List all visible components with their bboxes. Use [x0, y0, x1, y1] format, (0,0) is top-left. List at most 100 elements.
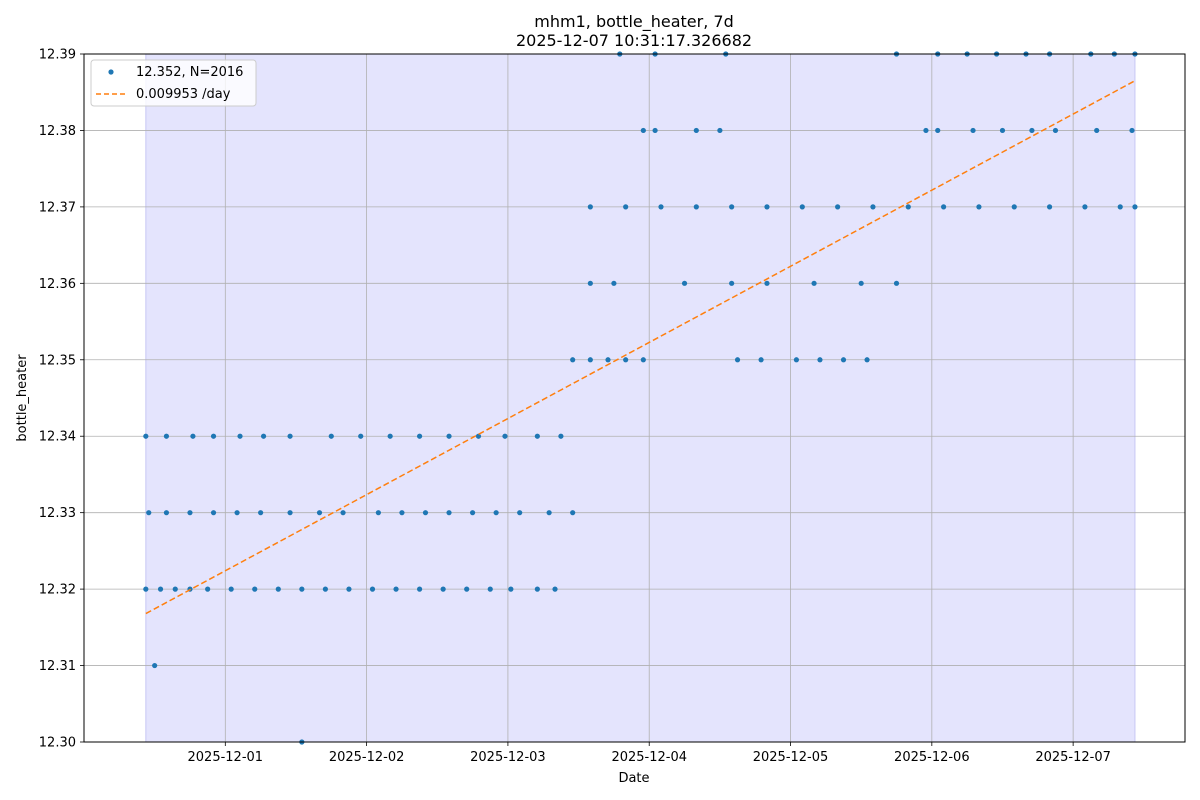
data-point [328, 433, 334, 439]
data-point [1132, 204, 1138, 210]
data-point [322, 586, 328, 592]
data-point [316, 510, 323, 516]
data-point [252, 586, 258, 592]
chart-subtitle: 2025-12-07 10:31:17.326682 [516, 31, 752, 50]
data-point [287, 510, 293, 516]
data-point [734, 357, 741, 363]
data-point [534, 586, 540, 592]
data-point [487, 586, 493, 592]
data-point [172, 586, 178, 592]
data-point [693, 127, 699, 134]
y-tick-label: 12.39 [39, 48, 76, 63]
legend: 12.352, N=2016 0.009953 /day [90, 59, 257, 107]
data-point [1029, 127, 1035, 134]
data-point [681, 280, 688, 286]
data-point [440, 586, 446, 592]
data-point [190, 433, 196, 439]
data-point [1011, 204, 1017, 210]
data-point [552, 586, 558, 592]
data-point [416, 586, 423, 592]
x-tick-label: 2025-12-06 [894, 750, 970, 765]
data-point [793, 357, 800, 363]
plot-area: 2025-12-01 2025-12-02 2025-12-03 2025-12-04… [39, 48, 1186, 765]
data-point [999, 127, 1006, 134]
data-point [446, 510, 452, 516]
data-point [811, 280, 817, 286]
data-point [764, 204, 770, 210]
data-point [346, 586, 352, 592]
data-point [640, 357, 646, 363]
data-point [864, 357, 870, 363]
data-point [228, 586, 234, 592]
data-point [1094, 127, 1100, 134]
y-tick-label: 12.33 [39, 506, 76, 521]
data-point [835, 204, 841, 210]
data-point [1117, 204, 1123, 210]
y-tick-label: 12.36 [39, 277, 76, 292]
data-point [1046, 204, 1053, 210]
data-point [840, 357, 847, 363]
data-point [923, 127, 929, 134]
data-point [1052, 127, 1059, 134]
legend-marker-scatter [108, 69, 114, 75]
legend-box [90, 59, 257, 107]
x-tick-label: 2025-12-07 [1035, 750, 1111, 765]
x-axis-label: Date [618, 771, 649, 786]
data-point [187, 510, 193, 516]
data-point [475, 433, 482, 439]
data-point [640, 127, 646, 134]
data-point [870, 204, 876, 210]
legend-label-trend: 0.009953 /day [136, 87, 231, 102]
data-point [935, 127, 941, 134]
data-point [534, 433, 540, 439]
data-point [587, 357, 593, 363]
data-point [299, 586, 305, 592]
data-point [163, 510, 170, 516]
y-tick-label: 12.38 [39, 124, 76, 139]
data-point [623, 204, 629, 210]
data-point [652, 127, 658, 134]
data-point [143, 433, 149, 439]
data-point [275, 586, 281, 592]
x-tick-label: 2025-12-02 [329, 750, 405, 765]
data-point [258, 510, 264, 516]
data-point [163, 433, 170, 439]
data-point [570, 357, 576, 363]
data-point [587, 204, 593, 210]
data-point [623, 357, 629, 363]
data-point [976, 204, 982, 210]
data-point [369, 586, 376, 592]
data-point [210, 433, 217, 439]
data-point [970, 127, 976, 134]
data-point [469, 510, 476, 516]
data-point [717, 127, 723, 134]
shaded-window [145, 53, 1136, 743]
x-tick-label: 2025-12-04 [611, 750, 687, 765]
data-point [693, 204, 699, 210]
y-tick-label: 12.37 [39, 200, 76, 215]
data-point [446, 433, 452, 439]
data-point [205, 586, 211, 592]
data-point [260, 433, 267, 439]
data-point [146, 510, 152, 516]
data-point [287, 433, 293, 439]
data-point [587, 280, 593, 286]
x-tick-label: 2025-12-05 [753, 750, 829, 765]
data-point [764, 280, 770, 286]
data-point [658, 204, 664, 210]
legend-label-scatter: 12.352, N=2016 [136, 65, 243, 80]
y-tick-label: 12.31 [39, 659, 76, 674]
data-point [858, 280, 864, 286]
x-tick-label: 2025-12-03 [470, 750, 546, 765]
data-point [729, 204, 735, 210]
data-point [464, 586, 470, 592]
data-point [416, 433, 423, 439]
data-point [157, 586, 164, 592]
data-point [570, 510, 576, 516]
data-point [152, 662, 158, 669]
data-point [546, 510, 552, 516]
data-point [508, 586, 514, 592]
data-point [393, 586, 399, 592]
data-point [502, 433, 508, 439]
